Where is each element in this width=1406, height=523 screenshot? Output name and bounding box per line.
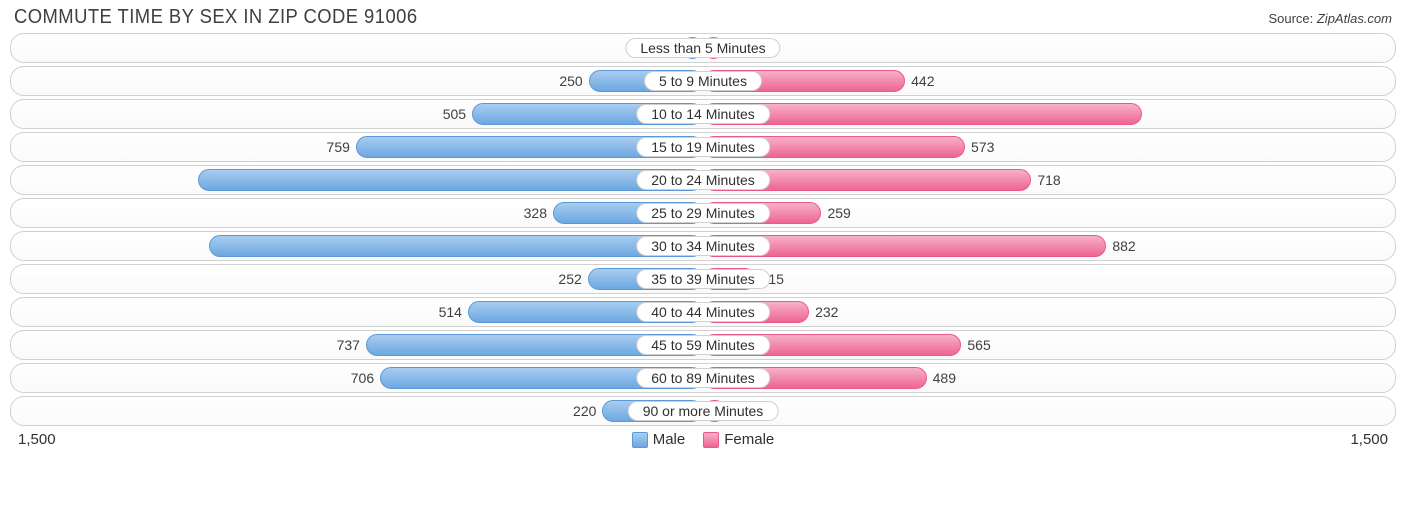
chart-row: 514 232 40 to 44 Minutes: [10, 297, 1396, 327]
female-value: 573: [971, 139, 994, 155]
male-value: 250: [559, 73, 582, 89]
category-label: 10 to 14 Minutes: [636, 104, 770, 124]
female-value: 442: [911, 73, 934, 89]
chart-row: 252 11535 to 39 Minutes: [10, 264, 1396, 294]
female-value: 232: [815, 304, 838, 320]
chart-row: 759 573 15 to 19 Minutes: [10, 132, 1396, 162]
female-axis: 232: [703, 301, 1389, 323]
female-swatch-icon: [703, 432, 719, 448]
legend-male: Male: [632, 431, 686, 448]
source-site: ZipAtlas.com: [1317, 11, 1392, 26]
legend-male-label: Male: [653, 431, 686, 448]
female-axis: 259: [703, 202, 1389, 224]
category-label: 40 to 44 Minutes: [636, 302, 770, 322]
male-swatch-icon: [632, 432, 648, 448]
female-axis: 573: [703, 136, 1389, 158]
female-axis: 442: [703, 70, 1389, 92]
category-label: 60 to 89 Minutes: [636, 368, 770, 388]
chart-row: 1,080 882 30 to 34 Minutes: [10, 231, 1396, 261]
female-axis: 718: [703, 169, 1389, 191]
category-label: 30 to 34 Minutes: [636, 236, 770, 256]
female-value: 565: [967, 337, 990, 353]
male-bar: [198, 169, 703, 191]
female-axis: 489: [703, 367, 1389, 389]
male-value: 706: [351, 370, 374, 386]
male-axis: 1,104: [17, 169, 703, 191]
category-label: 35 to 39 Minutes: [636, 269, 770, 289]
category-label: 5 to 9 Minutes: [644, 71, 762, 91]
chart-row: 1,104 718 20 to 24 Minutes: [10, 165, 1396, 195]
male-value: 220: [573, 403, 596, 419]
chart-rows: 4547Less than 5 Minutes 250 442 5 to 9 Minu…: [10, 33, 1396, 426]
male-axis: 1,080: [17, 235, 703, 257]
category-label: 90 or more Minutes: [628, 401, 779, 421]
male-axis: 250: [17, 70, 703, 92]
male-axis: 505: [17, 103, 703, 125]
male-axis: 252: [17, 268, 703, 290]
male-axis: 220: [17, 400, 703, 422]
chart-row: 220 5090 or more Minutes: [10, 396, 1396, 426]
male-axis: 706: [17, 367, 703, 389]
female-axis: 50: [703, 400, 1389, 422]
male-value: 328: [524, 205, 547, 221]
legend-female: Female: [703, 431, 774, 448]
chart-row: 250 442 5 to 9 Minutes: [10, 66, 1396, 96]
chart-title: COMMUTE TIME BY SEX IN ZIP CODE 91006: [14, 6, 418, 29]
chart-source: Source: ZipAtlas.com: [1268, 11, 1392, 26]
category-label: 45 to 59 Minutes: [636, 335, 770, 355]
male-value: 759: [327, 139, 350, 155]
male-value: 252: [558, 271, 581, 287]
female-axis: 882: [703, 235, 1389, 257]
male-axis: 328: [17, 202, 703, 224]
male-value: 514: [439, 304, 462, 320]
chart-row: 737 565 45 to 59 Minutes: [10, 330, 1396, 360]
chart-row: 4547Less than 5 Minutes: [10, 33, 1396, 63]
source-prefix: Source:: [1268, 11, 1316, 26]
legend-female-label: Female: [724, 431, 774, 448]
female-value: 489: [933, 370, 956, 386]
category-label: 25 to 29 Minutes: [636, 203, 770, 223]
male-value: 737: [337, 337, 360, 353]
category-label: 20 to 24 Minutes: [636, 170, 770, 190]
male-axis: 45: [17, 37, 703, 59]
chart-header: COMMUTE TIME BY SEX IN ZIP CODE 91006 So…: [10, 6, 1396, 33]
male-axis: 514: [17, 301, 703, 323]
female-value: 718: [1037, 172, 1060, 188]
male-axis: 759: [17, 136, 703, 158]
chart-row: 328 259 25 to 29 Minutes: [10, 198, 1396, 228]
axis-max-right: 1,500: [1350, 431, 1388, 448]
female-axis: 959: [703, 103, 1389, 125]
female-value: 882: [1112, 238, 1135, 254]
male-value: 505: [443, 106, 466, 122]
female-axis: 47: [703, 37, 1389, 59]
female-axis: 565: [703, 334, 1389, 356]
chart-row: 505 95910 to 14 Minutes: [10, 99, 1396, 129]
male-bar: [209, 235, 703, 257]
category-label: Less than 5 Minutes: [625, 38, 780, 58]
category-label: 15 to 19 Minutes: [636, 137, 770, 157]
axis-max-left: 1,500: [18, 431, 56, 448]
male-axis: 737: [17, 334, 703, 356]
chart-footer: 1,500 Male Female 1,500: [10, 429, 1396, 448]
chart-row: 706 489 60 to 89 Minutes: [10, 363, 1396, 393]
female-axis: 115: [703, 268, 1389, 290]
female-value: 259: [827, 205, 850, 221]
legend: Male Female: [632, 431, 775, 448]
